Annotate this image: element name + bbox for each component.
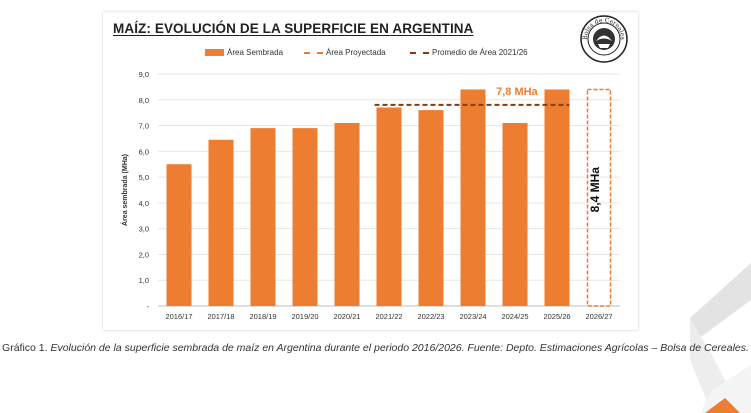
bar-2022/23 (418, 110, 444, 306)
bar-2025/26 (544, 89, 570, 306)
legend-item-promedio: Promedio de Área 2021/26 (410, 48, 528, 60)
x-tick-label: 2020/21 (333, 312, 360, 321)
x-axis-ticks: 2016/17 2017/18 2018/19 2019/20 2020/21 2021/… (165, 312, 612, 321)
bar-2023/24 (460, 89, 486, 306)
x-tick-label: 2018/19 (249, 312, 276, 321)
y-axis-label: Área sembrada (MHa) (120, 154, 129, 226)
y-tick-label: 1,0 (139, 276, 149, 285)
x-tick-label: 2023/24 (459, 312, 486, 321)
bar-2024/25 (502, 122, 528, 306)
legend-swatch-promedio (410, 51, 429, 54)
bar-2019/20 (292, 128, 318, 306)
projected-label: 8,4 MHa (588, 167, 602, 213)
y-tick-label: 5,0 (139, 173, 149, 182)
bar-2020/21 (334, 122, 360, 306)
legend-label-proyectada: Área Proyectada (326, 48, 386, 57)
average-label: 7,8 MHa (496, 86, 538, 98)
y-tick-label: 9,0 (139, 70, 149, 79)
y-tick-label: 8,0 (139, 96, 149, 105)
y-tick-label: 4,0 (139, 199, 149, 208)
bar-2021/22 (376, 107, 402, 306)
legend-swatch-proyectada (304, 51, 323, 54)
legend-item-proyectada: Área Proyectada (304, 48, 386, 60)
legend-item-sembrada: Área Sembrada (205, 48, 283, 60)
x-tick-label: 2021/22 (375, 312, 402, 321)
x-tick-label: 2025/26 (543, 312, 570, 321)
legend-label-promedio: Promedio de Área 2021/26 (432, 48, 528, 57)
figure-caption: Gráfico 1. Evolución de la superficie se… (0, 341, 751, 356)
bars (166, 88, 612, 307)
y-tick-label: 2,0 (139, 250, 149, 259)
bar-2017/18 (208, 139, 234, 306)
y-tick-label: 7,0 (139, 122, 149, 131)
legend-swatch-sembrada (205, 49, 224, 57)
x-tick-label: 2016/17 (165, 312, 192, 321)
y-tick-label: 6,0 (139, 147, 149, 156)
chart-title: MAÍZ: EVOLUCIÓN DE LA SUPERFICIE EN ARGE… (113, 21, 474, 36)
legend-label-sembrada: Área Sembrada (227, 48, 284, 57)
x-tick-label: 2017/18 (207, 312, 234, 321)
y-tick-label: 3,0 (139, 225, 149, 234)
x-tick-label: 2026/27 (585, 312, 612, 321)
bolsa-de-cereales-logo: Bolsa de Cereales (580, 15, 628, 63)
y-axis-ticks: - 1,0 2,0 3,0 4,0 5,0 6,0 7,0 8,0 9,0 (139, 70, 150, 311)
caption-text: Evolución de la superficie sembrada de m… (50, 342, 749, 354)
x-tick-label: 2019/20 (291, 312, 318, 321)
y-tick-label: - (147, 302, 150, 311)
bar-2016/17 (166, 164, 192, 306)
caption-prefix: Gráfico 1. (2, 342, 51, 354)
x-tick-label: 2024/25 (501, 312, 528, 321)
x-tick-label: 2022/23 (417, 312, 444, 321)
bar-2018/19 (250, 128, 276, 306)
